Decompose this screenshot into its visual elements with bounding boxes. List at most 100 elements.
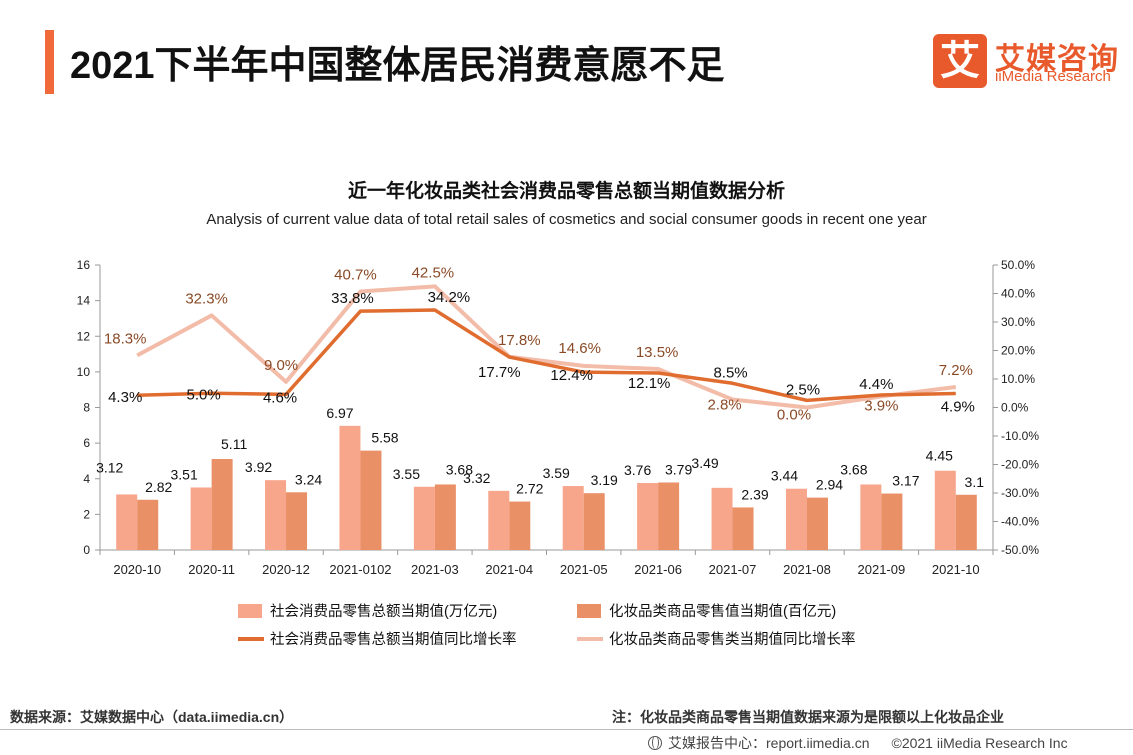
cosmetics-bar [881, 493, 903, 550]
retail-growth-label: 4.4% [859, 376, 893, 393]
report-site-link[interactable]: 艾媒报告中心：report.iimedia.cn [668, 735, 870, 751]
cosmetics-bar-label: 3.19 [591, 472, 618, 488]
y-right-tick-label: -30.0% [1001, 486, 1039, 500]
cosmetics-bar-label: 3.17 [892, 473, 919, 489]
cosmetics-growth-label: 40.7% [334, 267, 377, 284]
legend-retail-growth-label: 社会消费品零售总额当期值同比增长率 [270, 631, 517, 648]
page-title: 2021下半年中国整体居民消费意愿不足 [70, 45, 725, 87]
retail-total-bar [934, 470, 956, 550]
retail-growth-label: 8.5% [713, 364, 747, 381]
y-right-tick-label: 10.0% [1001, 372, 1035, 386]
cosmetics-growth-label: 2.8% [707, 397, 741, 414]
y-left-tick-label: 6 [83, 436, 90, 450]
y-right-tick-label: 20.0% [1001, 344, 1035, 358]
retail-growth-label: 12.1% [628, 375, 671, 392]
cosmetics-bar [658, 482, 680, 550]
y-left-tick-label: 8 [83, 401, 90, 415]
y-right-tick-label: -50.0% [1001, 543, 1039, 557]
retail-growth-label: 4.9% [941, 399, 975, 416]
y-left-tick-label: 16 [77, 258, 91, 272]
retail-total-bar-label: 3.32 [463, 470, 490, 486]
y-right-tick-label: -20.0% [1001, 458, 1039, 472]
y-right-tick-label: 50.0% [1001, 258, 1035, 272]
retail-growth-label: 2.5% [786, 381, 820, 398]
legend-cosmetics-swatch [577, 604, 601, 618]
copyright: ©2021 iiMedia Research Inc [891, 735, 1068, 751]
y-left-tick-label: 12 [77, 329, 91, 343]
retail-total-bar [562, 486, 584, 550]
x-tick-label: 2021-0102 [329, 562, 391, 577]
cosmetics-bar-label: 5.11 [221, 436, 247, 452]
cosmetics-growth-line [136, 284, 957, 410]
retail-total-bar-label: 3.49 [691, 455, 718, 471]
retail-total-bar [785, 488, 807, 550]
retail-growth-label: 4.3% [108, 389, 142, 406]
x-tick-label: 2021-09 [858, 562, 906, 577]
cosmetics-bar [732, 507, 754, 550]
x-tick-label: 2020-11 [188, 562, 235, 577]
logo-mark-icon: 艾 [933, 34, 987, 88]
x-tick-label: 2020-12 [262, 562, 310, 577]
cosmetics-bar-label: 2.39 [741, 486, 768, 502]
retail-total-bar-label: 3.68 [840, 461, 867, 477]
retail-total-bar-label: 6.97 [326, 405, 353, 421]
retail-growth-label: 33.8% [331, 290, 374, 307]
retail-total-bar-label: 4.45 [926, 448, 953, 464]
cosmetics-bar-label: 5.58 [371, 430, 398, 446]
retail-total-bar [488, 490, 510, 550]
cosmetics-growth-label: 14.6% [558, 340, 601, 357]
cosmetics-bar [360, 450, 382, 550]
chart-title: 近一年化妆品类社会消费品零售总额当期值数据分析 [347, 181, 785, 202]
retail-total-bar [860, 484, 882, 550]
cosmetics-bar-label: 2.82 [145, 479, 172, 495]
x-tick-label: 2021-10 [932, 562, 980, 577]
y-left-tick-label: 4 [83, 472, 90, 486]
retail-growth-label: 5.0% [187, 386, 221, 403]
cosmetics-growth-label: 17.8% [498, 332, 541, 349]
cosmetics-growth-label: 9.0% [264, 357, 298, 374]
x-tick-label: 2021-04 [485, 562, 533, 577]
x-tick-label: 2021-08 [783, 562, 831, 577]
legend-retail-total-label: 社会消费品零售总额当期值(万亿元) [270, 603, 497, 620]
retail-total-bar [339, 425, 361, 550]
cosmetics-growth-label: 32.3% [185, 290, 228, 307]
retail-growth-label: 4.6% [263, 389, 297, 406]
retail-total-bar [265, 480, 287, 550]
cosmetics-bar [211, 458, 233, 550]
x-tick-label: 2021-07 [709, 562, 757, 577]
retail-total-bar [190, 487, 212, 550]
cosmetics-bar-label: 3.24 [295, 471, 322, 487]
data-source: 数据来源：艾媒数据中心（data.iimedia.cn） [10, 709, 294, 725]
x-tick-label: 2021-03 [411, 562, 459, 577]
title-accent-bar [45, 30, 54, 94]
retail-growth-label: 17.7% [478, 364, 521, 381]
x-tick-label: 2021-06 [634, 562, 682, 577]
y-left-tick-label: 0 [83, 543, 90, 557]
cosmetics-growth-label: 18.3% [104, 330, 147, 347]
cosmetics-bar-label: 3.68 [446, 461, 473, 477]
legend-retail-total-swatch [238, 604, 262, 618]
y-right-tick-label: 30.0% [1001, 315, 1035, 329]
x-tick-label: 2020-10 [113, 562, 161, 577]
globe-icon [648, 736, 662, 750]
cosmetics-bar [583, 493, 605, 550]
retail-growth-label: 34.2% [428, 289, 471, 306]
data-note: 注：化妆品类商品零售当期值数据来源为是限额以上化妆品企业 [612, 709, 1004, 725]
combo-chart: 0 2 4 6 8 10 12 14 16 -50.0% -40.0% -30.0% -20.0% -10… [77, 258, 1040, 648]
logo-chinese-name: 艾媒咨询 [995, 43, 1119, 76]
legend-cosmetics-label: 化妆品类商品零售值当期值(百亿元) [609, 603, 836, 620]
retail-total-bar-label: 3.12 [96, 459, 123, 475]
x-tick-label: 2021-05 [560, 562, 608, 577]
y-left-tick-label: 10 [77, 365, 91, 379]
retail-growth-line [137, 308, 956, 403]
cosmetics-growth-label: 42.5% [412, 264, 455, 281]
cosmetics-bar [286, 492, 308, 550]
cosmetics-growth-label: 0.0% [777, 407, 811, 424]
iimedia-logo: 艾 艾媒咨询 iiMedia Research [933, 34, 1133, 94]
retail-total-bar-label: 3.76 [624, 462, 651, 478]
cosmetics-bar-label: 3.1 [965, 474, 985, 490]
retail-total-bar-label: 3.44 [771, 468, 798, 484]
retail-total-bar-label: 3.55 [393, 466, 420, 482]
chart-subtitle: Analysis of current value data of total … [206, 211, 927, 228]
retail-growth-label: 12.4% [550, 367, 593, 384]
